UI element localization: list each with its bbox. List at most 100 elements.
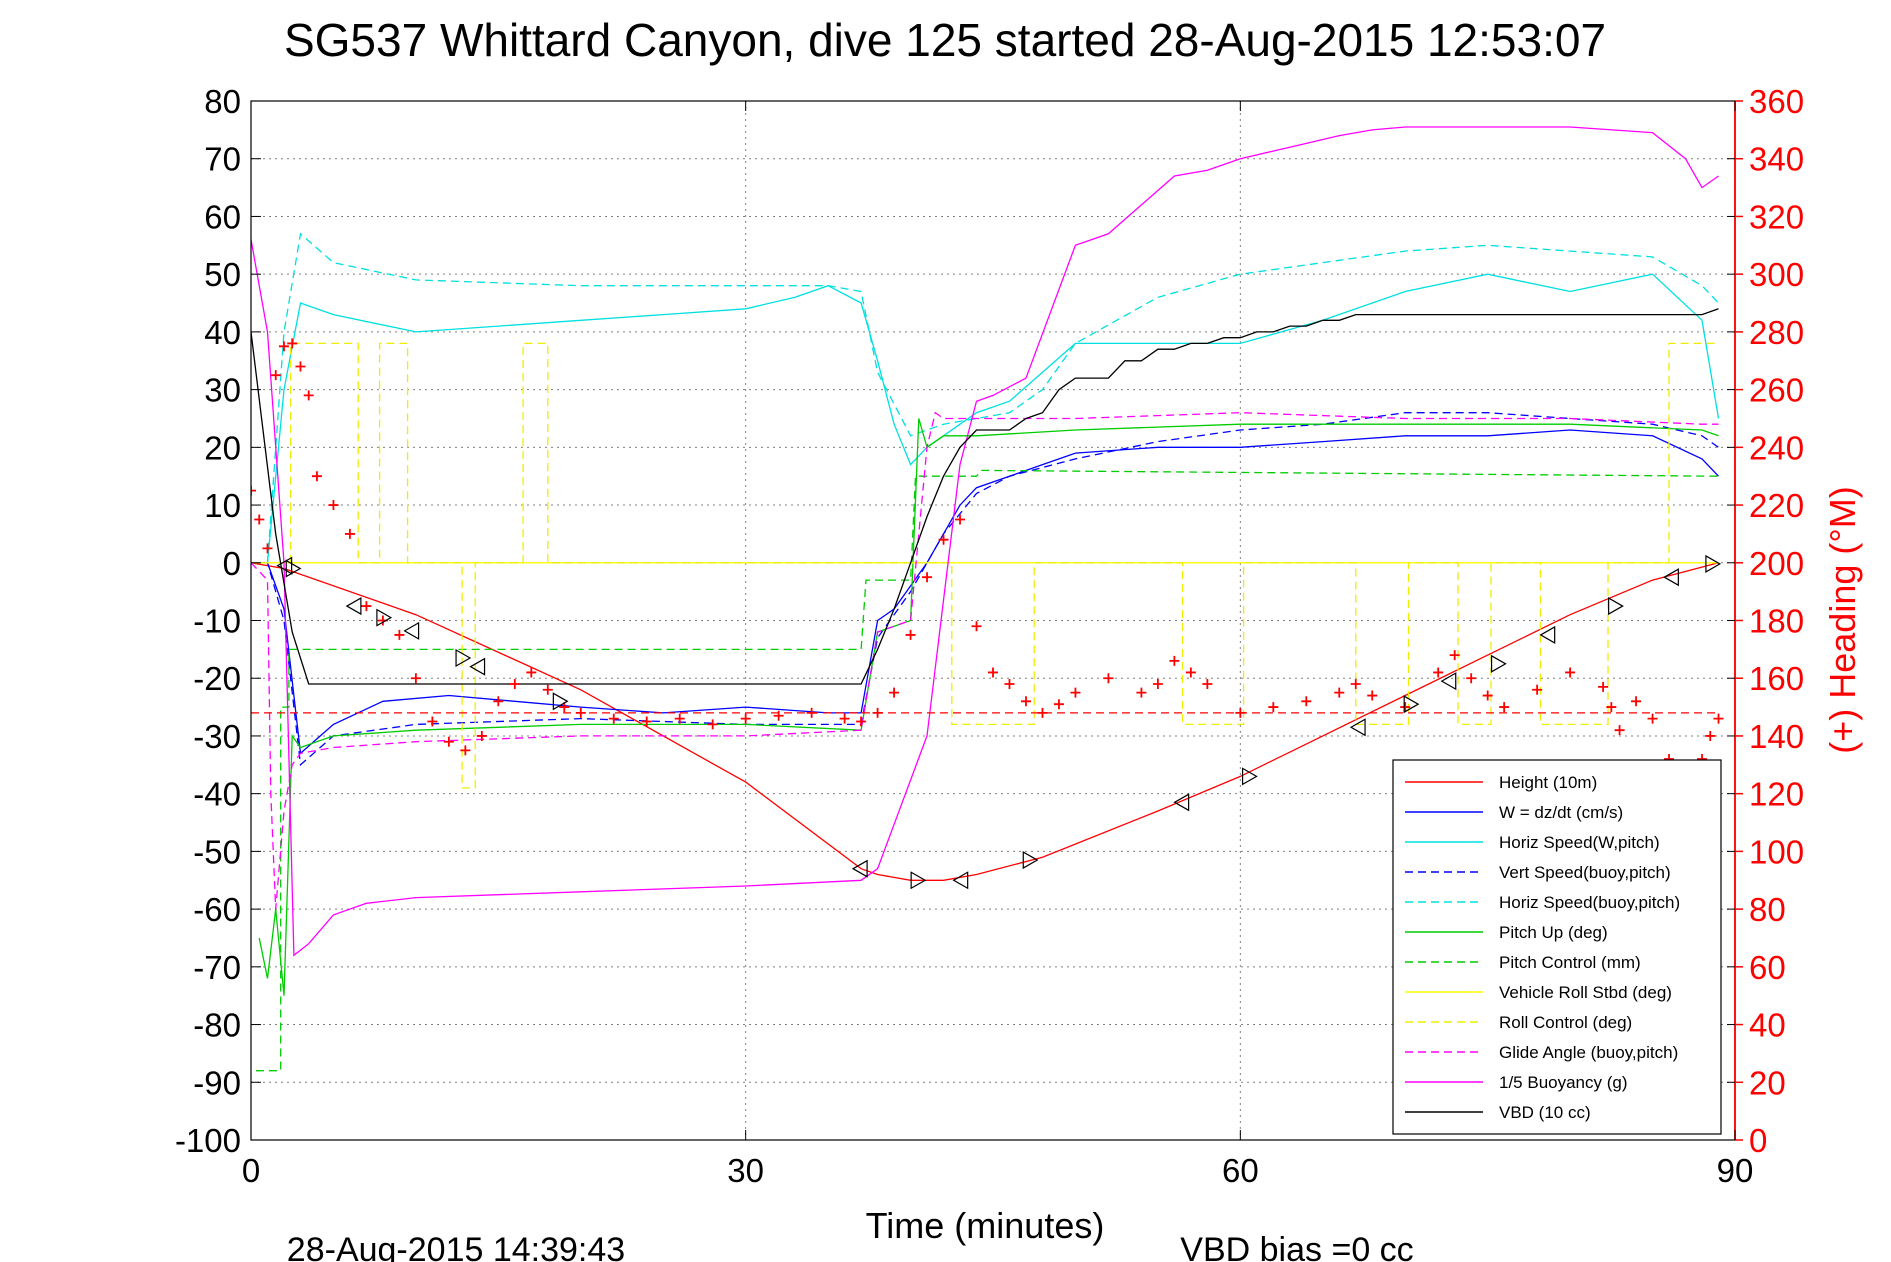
heading-point (1499, 702, 1510, 713)
heading-point (674, 713, 685, 724)
series-vbd-10-cc (251, 308, 1719, 685)
heading-point (938, 534, 949, 545)
heading-point (1705, 730, 1716, 741)
height-marker (552, 692, 569, 711)
y-tick-label: 30 (204, 372, 241, 409)
heading-point (427, 716, 438, 727)
heading-point (361, 601, 372, 612)
height-marker (1022, 851, 1039, 870)
heading-point (922, 572, 933, 583)
x-tick-label: 60 (1222, 1152, 1259, 1189)
heading-point (1449, 650, 1460, 661)
heading-point (1565, 667, 1576, 678)
heading-point (1606, 702, 1617, 713)
heading-point (262, 543, 273, 554)
heading-point (889, 687, 900, 698)
heading-point (328, 500, 339, 511)
timestamp-label: 28-Aug-2015 14:39:43 (287, 1231, 625, 1262)
heading-point (740, 713, 751, 724)
heading-point (1268, 702, 1279, 713)
y-tick-label: -50 (193, 833, 241, 870)
y-tick-label: -20 (193, 660, 241, 697)
heading-point (955, 514, 966, 525)
right-y-tick-label: 200 (1749, 545, 1804, 582)
legend-label-1-5-buoyancy-g: 1/5 Buoyancy (g) (1499, 1073, 1628, 1092)
heading-point (526, 667, 537, 678)
height-marker (1349, 718, 1366, 737)
legend-label-vbd-10-cc: VBD (10 cc) (1499, 1103, 1591, 1122)
y-tick-label: -80 (193, 1007, 241, 1044)
heading-point (542, 684, 553, 695)
heading-point (311, 471, 322, 482)
heading-point (1185, 667, 1196, 678)
right-y-tick-label: 60 (1749, 949, 1786, 986)
heading-point (559, 702, 570, 713)
right-y-tick-label: 340 (1749, 141, 1804, 178)
legend-label-horiz-speed-buoy-pitch: Horiz Speed(buoy,pitch) (1499, 893, 1680, 912)
right-y-tick-label: 80 (1749, 891, 1786, 928)
heading-point (1631, 696, 1642, 707)
height-marker (455, 648, 472, 668)
height-markers (276, 554, 1722, 890)
legend-label-horiz-speed-w-pitch: Horiz Speed(W,pitch) (1499, 833, 1660, 852)
axes: 80706050403020100-10-20-30-40-50-60-70-8… (175, 83, 1804, 1189)
heading-point (1004, 678, 1015, 689)
y-tick-label: 50 (204, 256, 241, 293)
heading-point (988, 667, 998, 678)
y-tick-label: -70 (193, 949, 241, 986)
right-y-tick-label: 40 (1749, 1007, 1786, 1044)
heading-point (839, 713, 850, 724)
heading-point (856, 716, 867, 727)
heading-point (1152, 678, 1163, 689)
right-axis-label: (+) Heading (°M) (1822, 486, 1863, 753)
legend-box (1392, 759, 1722, 1135)
series-vert-speed-buoy-pitch (251, 412, 1719, 767)
heading-point (1433, 667, 1444, 678)
right-y-tick-label: 100 (1749, 833, 1804, 870)
series-pitch-control-mm (255, 469, 1719, 1072)
legend: Height (10m) W = dz/dt (cm/s) Horiz Speed(… (1392, 759, 1722, 1135)
height-marker (1403, 695, 1420, 714)
heading-point (1202, 678, 1213, 689)
y-tick-label: 40 (204, 314, 241, 351)
height-marker (403, 621, 420, 640)
heading-point (1136, 687, 1147, 698)
heading-point (1103, 673, 1114, 684)
series-group (251, 126, 1724, 1072)
heading-point (278, 341, 289, 352)
heading-point (410, 673, 421, 684)
heading-point (1647, 713, 1658, 724)
heading-point (1020, 696, 1031, 707)
heading-point (251, 485, 256, 496)
legend-label-vehicle-roll-stbd-deg: Vehicle Roll Stbd (deg) (1499, 983, 1672, 1002)
height-marker (1705, 554, 1722, 573)
y-tick-label: -100 (175, 1122, 241, 1159)
legend-label-vert-speed-buoy-pitch: Vert Speed(buoy,pitch) (1499, 863, 1671, 882)
x-tick-label: 0 (242, 1152, 260, 1189)
heading-point (1482, 690, 1493, 701)
heading-point (1466, 673, 1477, 684)
heading-point (1169, 655, 1180, 666)
y-tick-label: -90 (193, 1064, 241, 1101)
height-marker (952, 871, 969, 890)
heading-point (493, 696, 504, 707)
height-marker (1241, 767, 1258, 786)
heading-point (971, 621, 982, 632)
right-y-tick-label: 240 (1749, 429, 1804, 466)
heading-point (443, 736, 454, 747)
heading-point (1614, 725, 1625, 736)
right-y-tick-label: 160 (1749, 660, 1804, 697)
legend-label-roll-control-deg: Roll Control (deg) (1499, 1013, 1632, 1032)
heading-point (344, 528, 355, 539)
heading-point (509, 678, 520, 689)
series-roll-control-deg (289, 342, 1719, 789)
right-y-tick-label: 20 (1749, 1064, 1786, 1101)
right-y-tick-label: 360 (1749, 83, 1804, 120)
height-marker (345, 597, 362, 616)
height-marker (1490, 654, 1507, 673)
heading-point (303, 390, 314, 401)
x-axis-label: Time (minutes) (866, 1205, 1105, 1246)
heading-point (295, 361, 306, 372)
right-y-tick-label: 320 (1749, 198, 1804, 235)
